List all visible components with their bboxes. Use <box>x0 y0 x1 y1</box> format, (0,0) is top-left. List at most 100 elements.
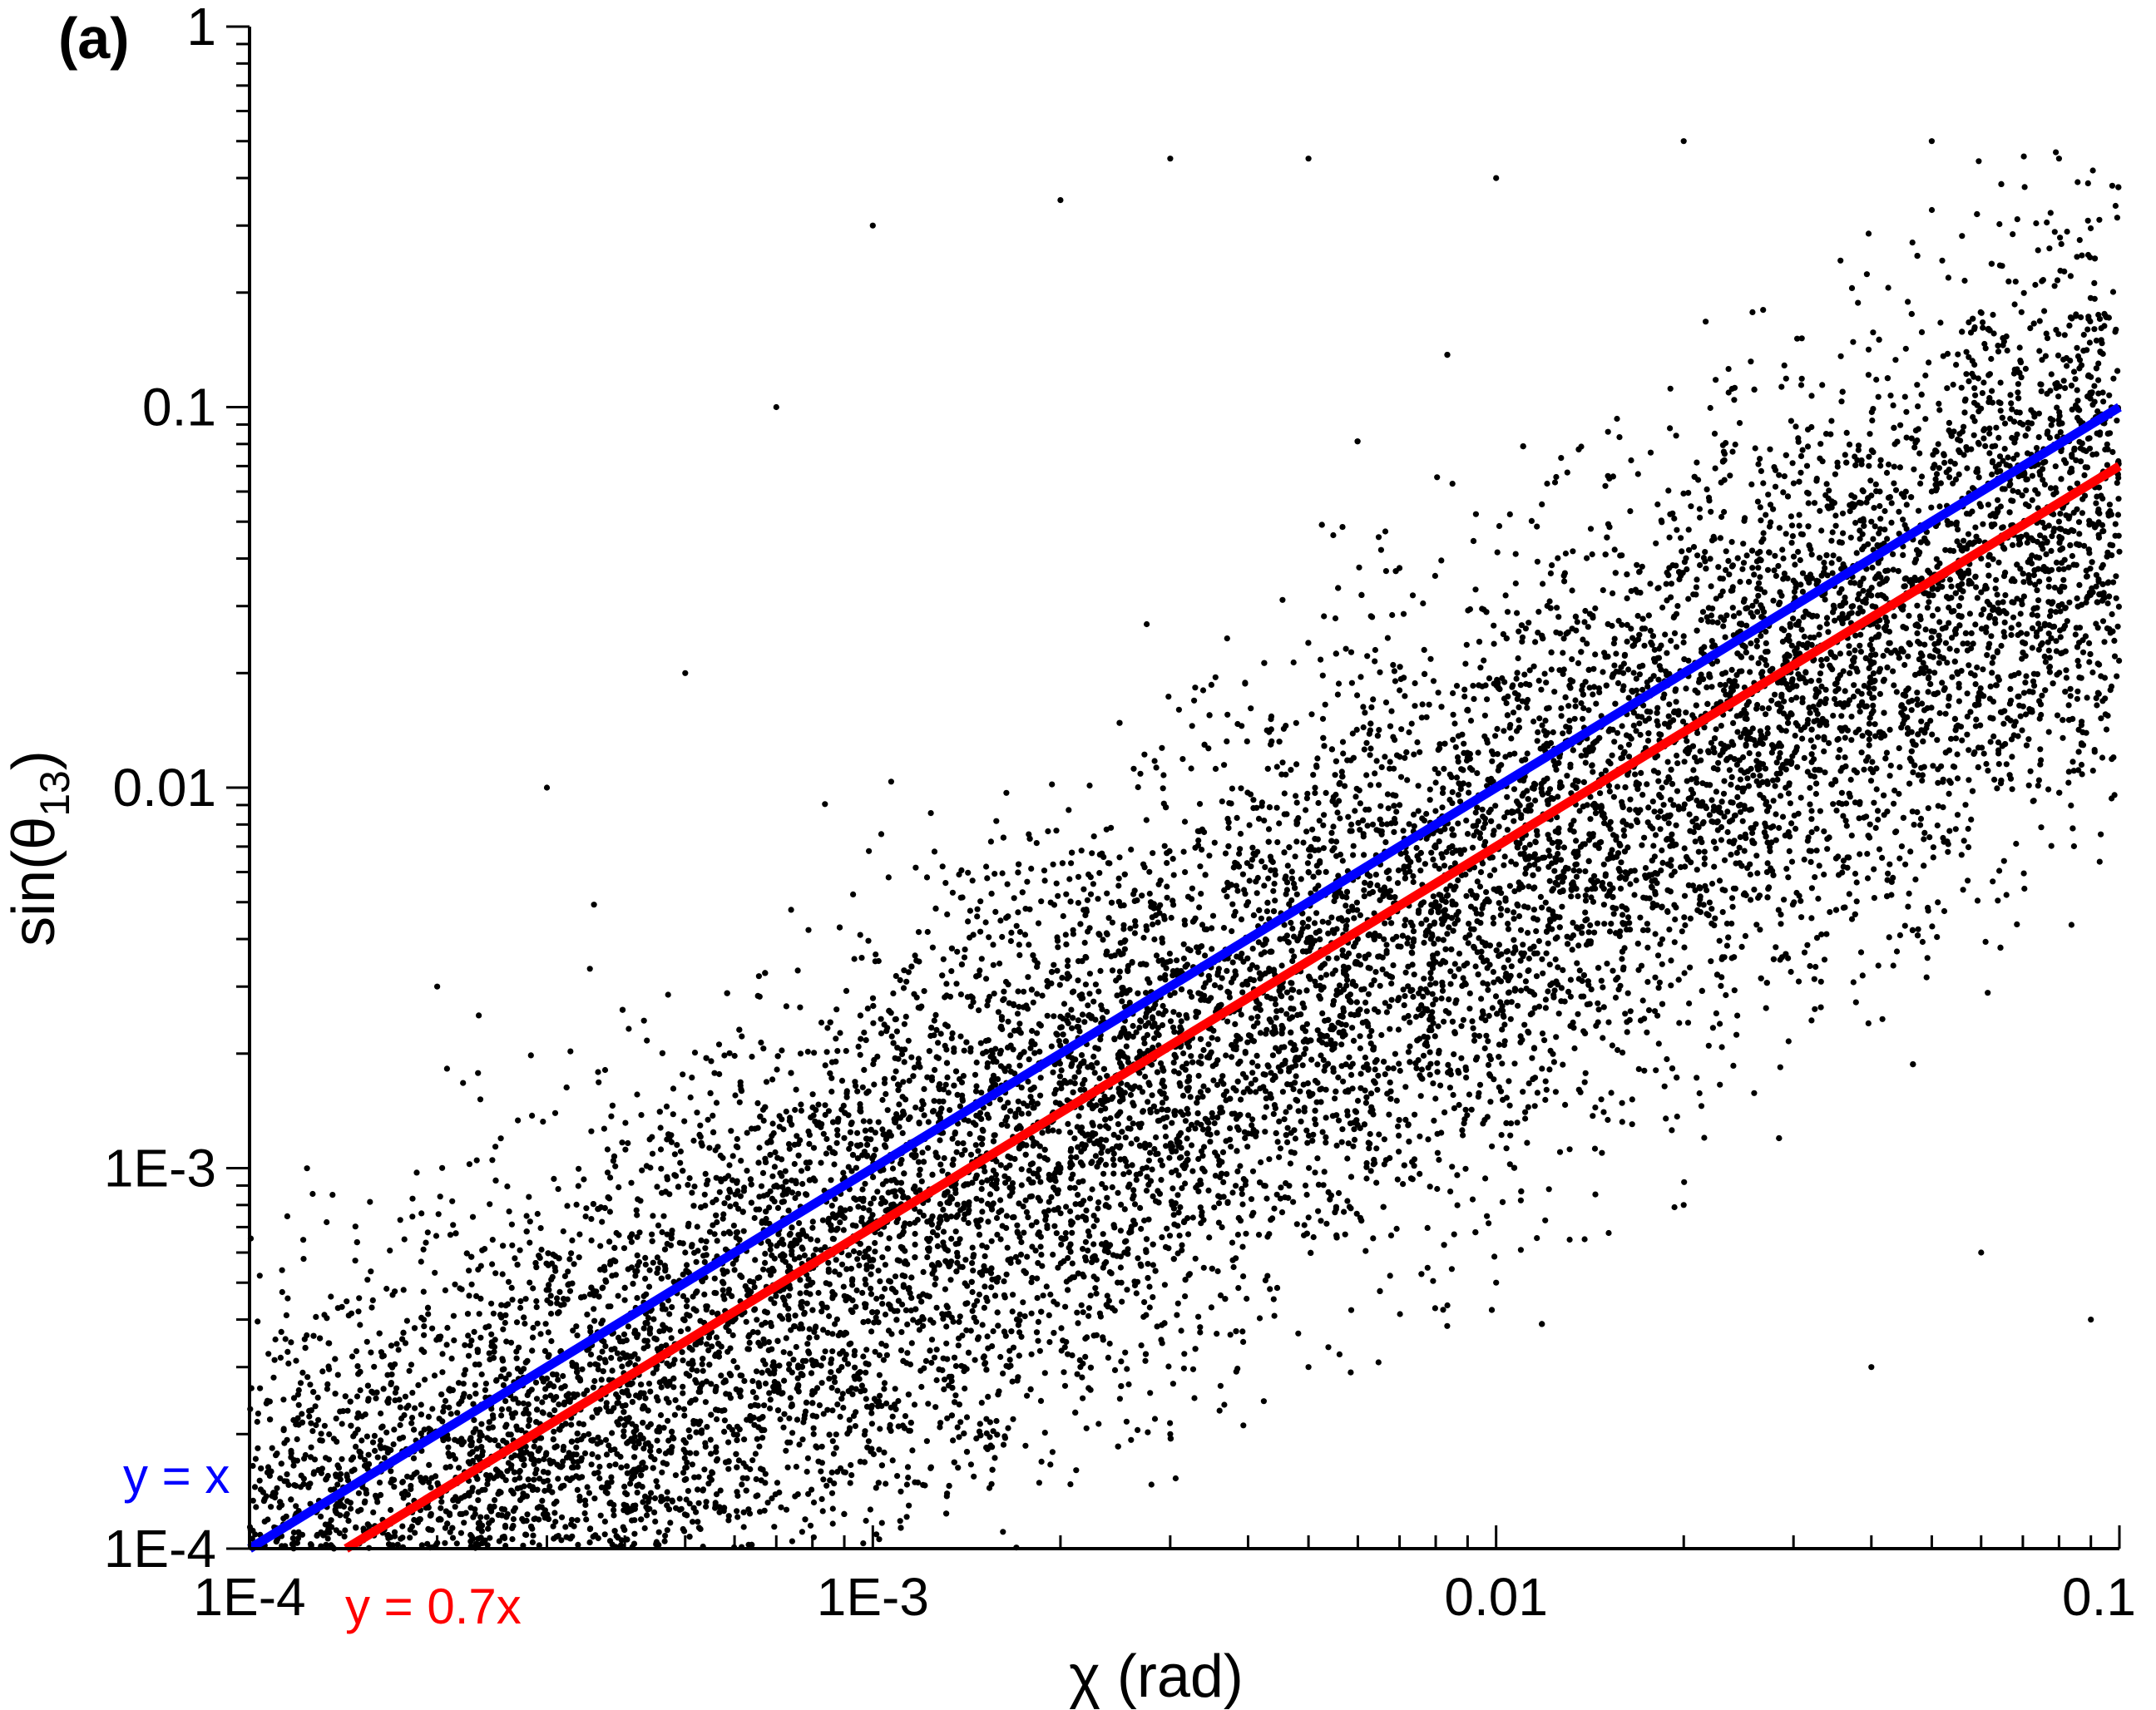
scatter-point <box>1427 1184 1433 1190</box>
scatter-point <box>896 1233 902 1239</box>
scatter-point <box>1655 676 1662 683</box>
scatter-point <box>1081 1019 1088 1026</box>
scatter-point <box>1453 683 1461 689</box>
scatter-point <box>1856 499 1862 506</box>
scatter-point <box>1608 921 1615 927</box>
scatter-point <box>733 1201 739 1208</box>
scatter-point <box>2116 657 2123 665</box>
scatter-point <box>1990 311 1996 319</box>
scatter-point <box>1857 649 1864 655</box>
scatter-point <box>2020 870 2027 877</box>
scatter-point <box>1520 1089 1526 1095</box>
scatter-point <box>1030 999 1036 1006</box>
scatter-point <box>1754 498 1761 505</box>
scatter-point <box>1174 957 1180 964</box>
scatter-point <box>1082 1353 1089 1360</box>
scatter-point <box>1271 1312 1278 1319</box>
scatter-point <box>1443 886 1450 892</box>
scatter-point <box>1804 941 1811 948</box>
scatter-point <box>1003 1213 1010 1219</box>
scatter-point <box>1075 1320 1081 1327</box>
scatter-point <box>1667 385 1674 392</box>
scatter-point <box>2068 802 2074 809</box>
scatter-point <box>2001 633 2008 640</box>
scatter-point <box>666 1311 673 1317</box>
scatter-point <box>1115 1134 1122 1141</box>
scatter-point <box>568 1250 575 1257</box>
scatter-point <box>1086 991 1093 997</box>
scatter-point <box>1871 505 1877 512</box>
scatter-point <box>598 1484 606 1490</box>
scatter-point <box>1713 1010 1719 1016</box>
scatter-point <box>1552 956 1559 963</box>
scatter-point <box>1960 640 1966 647</box>
scatter-point <box>1000 1370 1006 1376</box>
scatter-point <box>1295 1108 1302 1114</box>
scatter-point <box>1055 1264 1061 1271</box>
scatter-point <box>1887 393 1894 399</box>
scatter-point <box>1418 1066 1425 1073</box>
scatter-point <box>1382 920 1388 927</box>
scatter-point <box>2023 487 2030 494</box>
scatter-point <box>1831 695 1838 703</box>
scatter-point <box>1159 1106 1165 1113</box>
scatter-point <box>760 1045 767 1052</box>
scatter-point <box>1712 915 1718 922</box>
scatter-point <box>1308 711 1315 718</box>
scatter-point <box>1522 870 1529 877</box>
scatter-point <box>1879 1016 1886 1022</box>
scatter-point <box>1065 1012 1071 1019</box>
scatter-point <box>1320 1182 1327 1189</box>
scatter-point <box>542 1394 549 1401</box>
scatter-point <box>682 1249 689 1256</box>
scatter-point <box>586 1431 592 1437</box>
scatter-point <box>1187 989 1194 996</box>
scatter-point <box>1468 1106 1475 1113</box>
scatter-point <box>1522 978 1529 985</box>
scatter-point <box>1985 990 1991 996</box>
scatter-point <box>1885 870 1891 877</box>
scatter-point <box>1830 552 1837 559</box>
scatter-point <box>1480 813 1486 820</box>
scatter-point <box>1400 610 1407 617</box>
scatter-point <box>596 1463 603 1470</box>
scatter-point <box>1375 1359 1382 1366</box>
scatter-point <box>1228 800 1234 807</box>
scatter-point <box>1177 1203 1184 1211</box>
scatter-point <box>954 948 961 955</box>
scatter-point <box>645 1381 653 1387</box>
scatter-point <box>881 1380 888 1386</box>
scatter-point <box>1339 739 1347 745</box>
scatter-point <box>1680 633 1687 640</box>
scatter-point <box>1933 471 1941 477</box>
scatter-point <box>1760 307 1767 314</box>
scatter-point <box>1220 1179 1227 1185</box>
scatter-point <box>2010 487 2016 494</box>
scatter-point <box>2055 393 2062 400</box>
scatter-point <box>472 1506 478 1513</box>
scatter-point <box>1340 750 1347 757</box>
scatter-point <box>354 1414 361 1421</box>
scatter-point <box>1832 512 1839 519</box>
scatter-point <box>1335 916 1343 922</box>
scatter-point <box>650 1213 656 1219</box>
scatter-point <box>822 801 828 808</box>
scatter-point <box>1338 1139 1345 1145</box>
scatter-point <box>1975 744 1982 751</box>
scatter-point <box>495 1490 502 1497</box>
scatter-point <box>1455 877 1461 884</box>
scatter-point <box>731 1052 738 1060</box>
scatter-point <box>1486 675 1493 682</box>
scatter-point <box>1909 240 1916 246</box>
scatter-point <box>2029 472 2035 479</box>
scatter-point <box>1159 1100 1166 1106</box>
scatter-point <box>1840 668 1847 675</box>
scatter-point <box>1305 1132 1313 1139</box>
scatter-point <box>710 1112 716 1119</box>
scatter-point <box>1542 717 1549 724</box>
scatter-point <box>2078 761 2085 769</box>
scatter-point <box>883 1400 890 1406</box>
scatter-point <box>719 1287 726 1293</box>
scatter-point <box>1982 442 1989 450</box>
scatter-point <box>846 1145 853 1152</box>
